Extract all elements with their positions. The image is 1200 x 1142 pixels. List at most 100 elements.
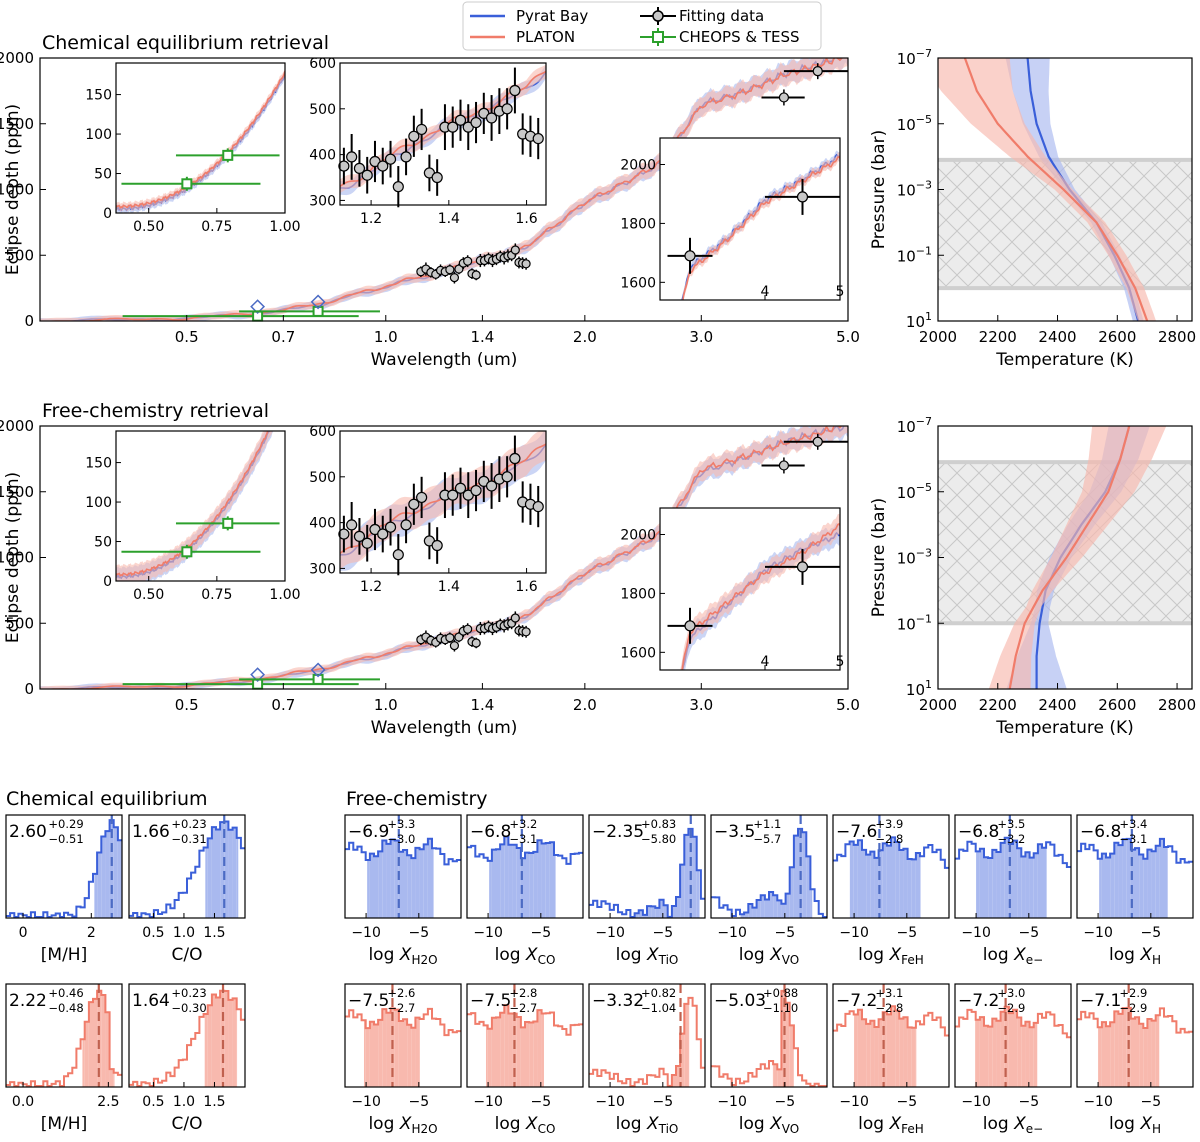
y-tick-label: 1500 [0,115,34,133]
fitting-data-point [778,460,790,471]
inset-data-point [796,561,809,573]
posterior-credible-fill [533,851,538,918]
posterior-value: −7.5 [348,991,389,1011]
inset-cheops-point [181,178,193,190]
inset-data-point [509,452,521,465]
posterior-credible-fill [680,1033,685,1087]
posterior-credible-fill [874,1026,879,1087]
inset-data-point [532,132,544,145]
posterior-credible-fill [224,821,229,918]
posterior-value: −6.8 [470,822,511,842]
posterior-credible-fill [82,1039,85,1087]
fitting-data-point [449,273,460,283]
posterior-credible-fill [903,848,908,918]
posterior-credible-fill [1151,1020,1156,1087]
posterior-credible-fill [496,1017,501,1087]
posterior-x-tick-label: 1.5 [203,925,225,941]
posterior-value-upper: +0.23 [171,817,206,831]
y-tick-label: 2000 [0,49,34,67]
x-tick-label: 5.0 [836,696,860,714]
posterior-credible-fill [228,829,233,918]
x-tick-label: 1.0 [374,328,398,346]
posterior-frame [588,983,706,1088]
y-tick-label: 1000 [0,181,34,199]
cheops-tess-point [312,305,324,317]
fitting-data-point [778,92,790,103]
posterior-credible-fill [975,1019,980,1087]
posterior-frame [588,814,706,919]
posterior-histogram-logXFeH [833,836,949,869]
posterior-credible-fill [1098,1027,1102,1087]
inset-data-point [338,160,350,172]
inset-data-point [392,181,404,193]
posterior-credible-fill [520,1027,525,1087]
posterior-credible-fill [504,1005,509,1087]
posterior-credible-fill [806,856,811,918]
posterior-credible-fill [895,1010,900,1087]
posterior-value-lower: −0.30 [171,1001,206,1015]
posterior-credible-fill [93,998,98,1087]
inset-x-tick-label: 0.75 [201,587,232,603]
posterior-credible-fill [1164,847,1168,918]
posterior-x-tick-label: −5 [774,925,795,941]
posterior-x-tick-label: −10 [961,925,991,941]
inset-y-tick-label: 150 [85,456,112,472]
posterior-credible-fill [647,906,652,918]
posterior-credible-fill [508,844,513,918]
posterior-credible-fill [204,1014,208,1087]
posterior-x-tick-label: −10 [961,1094,991,1110]
tp-y-axis-label: Pressure (bar) [869,498,889,617]
posterior-credible-fill [752,907,757,918]
posterior-credible-fill [378,1019,383,1087]
inset-cheops-point [181,546,193,558]
posterior-credible-fill [504,836,509,918]
posterior-credible-fill [545,843,550,918]
posterior-credible-fill [870,1020,875,1087]
posterior-credible-fill [533,1021,538,1087]
tp-x-tick-label: 2200 [979,328,1017,346]
inset-data-point [392,549,404,561]
posterior-frame [954,983,1072,1088]
inset-y-tick-label: 400 [309,516,336,532]
posterior-credible-fill [671,1074,676,1087]
inset-y-tick-label: 2000 [620,158,656,174]
posterior-credible-fill [207,838,212,918]
posterior-credible-fill [220,822,225,918]
inset-frame [115,62,286,214]
posterior-value-upper: +2.6 [387,986,415,1000]
posterior-credible-fill [1046,842,1047,918]
x-tick-label: 2.0 [573,328,597,346]
posterior-credible-fill [911,859,916,918]
inset-data-point [408,498,420,510]
posterior-credible-fill [915,853,920,918]
posterior-axis-label: log XFeH [858,945,924,967]
posterior-credible-fill [415,1017,420,1087]
posterior-credible-fill [1033,853,1038,918]
posterior-credible-fill [899,1018,904,1087]
posterior-credible-fill [525,1021,530,1087]
posterior-value-upper: +3.3 [387,817,415,831]
posterior-credible-fill [411,858,416,918]
posterior-credible-fill [1135,848,1140,918]
inset-frame [339,62,547,206]
y-tick-label: 1500 [0,483,34,501]
x-axis-label: Wavelength (um) [371,350,518,370]
posterior-value-lower: −2.9 [1119,1001,1147,1015]
posterior-frame [832,814,950,919]
posterior-credible-fill [109,1069,114,1087]
posterior-credible-fill [760,895,765,918]
posterior-credible-fill [407,1024,412,1087]
posterior-credible-fill [224,991,229,1087]
posterior-axis-label: log Xe− [983,945,1043,967]
posterior-credible-fill [512,1013,517,1087]
posterior-value: −7.2 [836,991,877,1011]
posterior-credible-fill [984,1025,989,1087]
posterior-credible-fill [491,1017,496,1087]
posterior-value-lower: −2.8 [875,1001,903,1015]
posterior-x-tick-label: −10 [839,925,869,941]
platon-tp-line [1008,426,1131,689]
posterior-credible-fill [748,904,753,918]
pyrat-band-model [310,294,326,310]
posterior-value-upper: +1.1 [753,817,781,831]
posterior-credible-fill [886,845,891,918]
